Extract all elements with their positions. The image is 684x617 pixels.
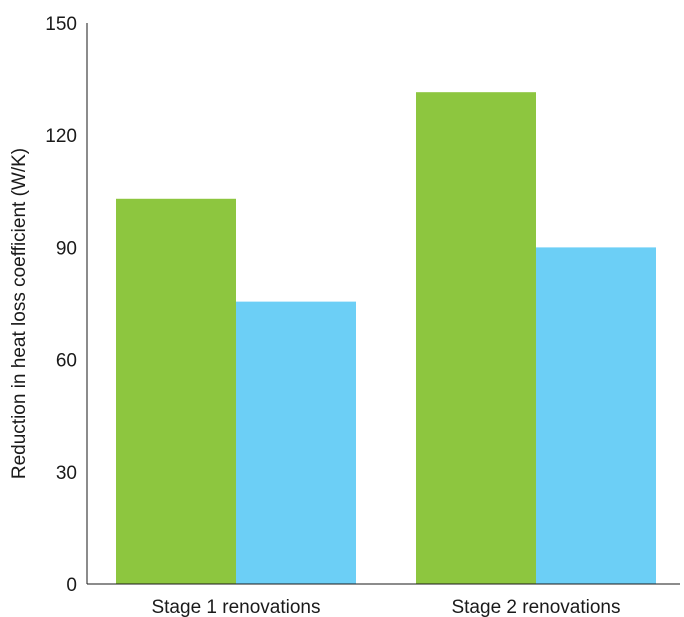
bar <box>536 247 656 584</box>
x-axis-categories: Stage 1 renovations Stage 2 renovations <box>151 597 620 617</box>
y-tick-label: 90 <box>56 238 77 259</box>
y-tick-label: 60 <box>56 351 77 372</box>
y-tick-label: 120 <box>45 126 77 147</box>
y-tick-label: 0 <box>66 575 77 596</box>
x-category-label: Stage 1 renovations <box>151 597 320 617</box>
bar <box>236 301 356 584</box>
bar <box>116 198 236 584</box>
bars <box>116 92 656 584</box>
x-category-label: Stage 2 renovations <box>451 597 620 617</box>
y-axis-title: Reduction in heat loss coefficient (W/K) <box>9 148 30 479</box>
y-tick-label: 150 <box>45 14 77 35</box>
y-axis-ticks: 0 30 60 90 120 150 <box>45 14 77 596</box>
bar <box>416 92 536 584</box>
y-tick-label: 30 <box>56 463 77 484</box>
